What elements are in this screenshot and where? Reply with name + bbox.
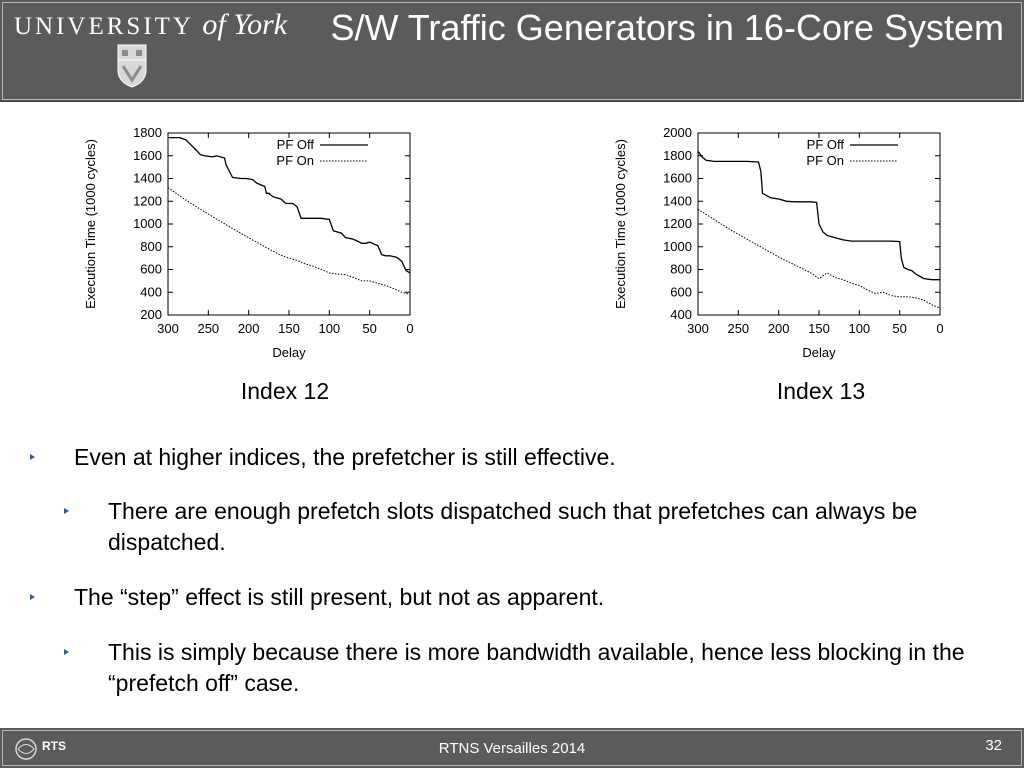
bullet-item: Even at higher indices, the prefetcher i… xyxy=(30,442,990,473)
page-number: 32 xyxy=(985,737,1002,754)
rts-logo-text: RTS xyxy=(42,739,66,753)
x-tick-label: 50 xyxy=(362,321,376,336)
x-tick-label: 250 xyxy=(197,321,219,336)
bullet-text: Even at higher indices, the prefetcher i… xyxy=(74,444,616,470)
university-logo: UNIVERSITY of York xyxy=(14,8,287,42)
x-tick-label: 200 xyxy=(238,321,260,336)
bullet-arrow-icon xyxy=(30,454,35,460)
series-line-pf-off xyxy=(697,150,940,281)
x-tick-label: 300 xyxy=(687,321,709,336)
legend-label: PF On xyxy=(276,153,314,168)
x-tick-label: 100 xyxy=(848,321,870,336)
y-tick-label: 2000 xyxy=(663,125,692,140)
y-tick-label: 400 xyxy=(140,284,162,299)
y-tick-label: 800 xyxy=(670,262,692,277)
header-frame xyxy=(2,2,1022,100)
x-tick-label: 250 xyxy=(727,321,749,336)
y-tick-label: 1800 xyxy=(663,148,692,163)
series-line-pf-on xyxy=(697,208,941,309)
x-tick-label: 150 xyxy=(278,321,300,336)
series-line-pf-off xyxy=(168,136,411,274)
y-axis-label: Execution Time (1000 cycles) xyxy=(83,139,98,309)
series-line-pf-on xyxy=(167,187,411,295)
chart-caption-index-12: Index 12 xyxy=(240,378,330,404)
bullet-item: This is simply because there is more ban… xyxy=(64,637,1014,699)
footer-frame xyxy=(2,730,1022,766)
bullet-text: This is simply because there is more ban… xyxy=(108,639,965,696)
chart-caption-index-13: Index 13 xyxy=(776,378,866,404)
legend-label: PF Off xyxy=(807,137,845,152)
y-tick-label: 1400 xyxy=(663,193,692,208)
y-axis-label: Execution Time (1000 cycles) xyxy=(613,139,628,309)
bullet-arrow-icon xyxy=(64,649,69,655)
y-tick-label: 800 xyxy=(140,239,162,254)
slide-title: S/W Traffic Generators in 16-Core System xyxy=(330,7,1004,48)
bullet-text: The “step” effect is still present, but … xyxy=(74,584,605,610)
bullet-arrow-icon xyxy=(30,594,35,600)
slide-footer: RTS RTNS Versailles 2014 32 xyxy=(0,728,1024,768)
y-tick-label: 200 xyxy=(140,307,162,322)
y-tick-label: 600 xyxy=(670,284,692,299)
y-tick-label: 1400 xyxy=(133,171,162,186)
y-tick-label: 600 xyxy=(140,262,162,277)
x-tick-label: 150 xyxy=(808,321,830,336)
x-axis-label: Delay xyxy=(272,345,306,360)
legend-label: PF Off xyxy=(277,137,315,152)
rts-logo-icon xyxy=(15,738,37,760)
y-tick-label: 1800 xyxy=(133,125,162,140)
logo-university-text: UNIVERSITY xyxy=(14,13,194,40)
slide-header: UNIVERSITY of York S/W Traffic Generator… xyxy=(0,0,1024,102)
x-tick-label: 50 xyxy=(892,321,906,336)
x-tick-label: 300 xyxy=(157,321,179,336)
logo-of-york-text: of York xyxy=(202,8,288,41)
y-tick-label: 1200 xyxy=(663,216,692,231)
y-tick-label: 1000 xyxy=(663,239,692,254)
footer-text: RTNS Versailles 2014 xyxy=(438,740,586,757)
y-tick-label: 1200 xyxy=(133,193,162,208)
x-tick-label: 0 xyxy=(406,321,413,336)
bullet-text: There are enough prefetch slots dispatch… xyxy=(108,498,918,555)
y-tick-label: 400 xyxy=(670,307,692,322)
y-tick-label: 1600 xyxy=(663,171,692,186)
university-crest-icon xyxy=(117,44,147,88)
x-tick-label: 200 xyxy=(768,321,790,336)
chart-index-12: 200 400 600 800 1000 1200 1400 1600 1800 300 250 20… xyxy=(75,118,435,368)
x-tick-label: 0 xyxy=(936,321,943,336)
x-tick-label: 100 xyxy=(318,321,340,336)
y-tick-label: 1000 xyxy=(133,216,162,231)
bullet-arrow-icon xyxy=(64,508,69,514)
chart-index-13: 400 600 800 1000 1200 1400 1600 1800 2000 300 250 2… xyxy=(605,118,965,368)
bullet-item: The “step” effect is still present, but … xyxy=(30,582,990,613)
y-tick-label: 1600 xyxy=(133,148,162,163)
legend-label: PF On xyxy=(806,153,844,168)
bullet-item: There are enough prefetch slots dispatch… xyxy=(64,496,998,558)
x-axis-label: Delay xyxy=(802,345,836,360)
